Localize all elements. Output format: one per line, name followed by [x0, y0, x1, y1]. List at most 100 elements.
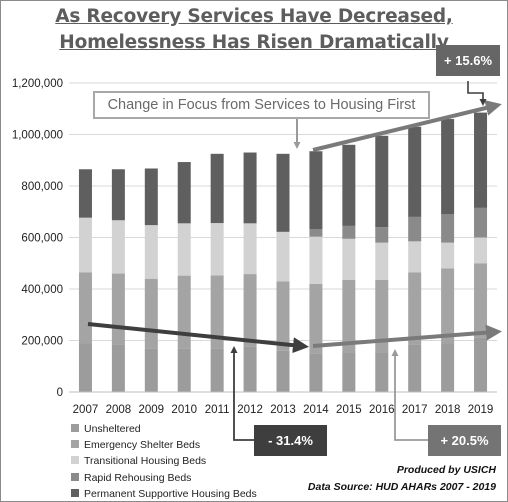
bar-segment: [408, 216, 422, 242]
bar-segment: [375, 352, 389, 392]
legend-item: Permanent Supportive Housing Beds: [71, 486, 257, 502]
bar-segment: [375, 242, 389, 280]
x-tick-label: 2012: [237, 404, 263, 416]
bar-segment: [309, 236, 323, 284]
x-tick-label: 2007: [73, 404, 99, 416]
bar-segment: [111, 169, 125, 221]
legend-swatch: [71, 440, 79, 449]
legend: Unsheltered Emergency Shelter Beds Trans…: [71, 421, 257, 502]
focus-note-box: Change in Focus from Services to Housing…: [93, 91, 430, 119]
bar-segment: [408, 272, 422, 345]
y-tick-label: 200,000: [21, 336, 63, 348]
trend-arrow-lower: [312, 324, 502, 348]
legend-item: Rapid Rehousing Beds: [71, 470, 257, 486]
x-tick-label: 2008: [106, 404, 132, 416]
legend-label: Unsheltered: [84, 423, 141, 435]
x-tick-label: 2018: [435, 404, 461, 416]
x-tick-label: 2016: [369, 404, 395, 416]
x-tick-label: 2013: [270, 404, 296, 416]
bar-segment: [111, 273, 125, 345]
bar-segment: [210, 223, 224, 276]
bar-segment: [309, 283, 323, 354]
legend-item: Unsheltered: [71, 421, 257, 437]
credit-source: Data Source: HUD AHARs 2007 - 2019: [307, 481, 496, 493]
trend-arrow-upper: [312, 100, 502, 152]
leader-mid: [230, 346, 255, 441]
bar-segment: [408, 126, 422, 217]
bar-segment: [375, 135, 389, 228]
bar-segment: [441, 119, 455, 215]
bar-segment: [177, 275, 191, 349]
bar-segment: [309, 229, 323, 237]
bar-segment: [474, 263, 488, 338]
bar-segment: [309, 353, 323, 392]
legend-swatch: [71, 472, 79, 481]
bar-segment: [144, 348, 158, 392]
x-tick-label: 2014: [303, 404, 329, 416]
legend-label: Transitional Housing Beds: [84, 455, 207, 468]
x-tick-label: 2010: [171, 404, 197, 416]
chart-title-line1: As Recovery Services Have Decreased,: [55, 6, 453, 27]
credit-produced: Produced by USICH: [396, 464, 496, 476]
legend-item: Transitional Housing Beds: [71, 453, 257, 469]
x-tick-label: 2015: [336, 404, 362, 416]
bar-segment: [78, 217, 92, 273]
trend-arrow-decline: [87, 322, 309, 354]
x-tick-label: 2011: [205, 404, 230, 416]
legend-item: Emergency Shelter Beds: [71, 437, 257, 453]
bar-segment: [144, 278, 158, 349]
bar-segment: [342, 144, 356, 226]
bar-segment: [408, 241, 422, 273]
bar-segment: [441, 214, 455, 243]
bar-segment: [243, 223, 257, 275]
bar-segment: [441, 242, 455, 269]
bar-segment: [342, 279, 356, 353]
bar-segment: [78, 272, 92, 344]
bar-segment: [342, 225, 356, 239]
legend-swatch: [71, 424, 79, 432]
bar-segment: [177, 348, 191, 392]
y-tick-label: 800,000: [21, 181, 63, 193]
y-tick-label: 400,000: [21, 284, 63, 296]
bar-segment: [276, 231, 290, 282]
bar-segment: [144, 168, 158, 226]
bar-segment: [210, 275, 224, 349]
bar-segment: [276, 153, 290, 232]
bar-segment: [210, 348, 224, 392]
bar-segment: [441, 268, 455, 344]
y-tick-label: 0: [57, 387, 63, 399]
bar-segment: [342, 238, 356, 280]
legend-label: Permanent Supportive Housing Beds: [84, 487, 257, 500]
callout-top: + 15.6%: [436, 45, 500, 76]
bar-segment: [375, 227, 389, 243]
bar-segment: [177, 162, 191, 224]
bar-segment: [441, 343, 455, 392]
bar-segment: [111, 344, 125, 392]
leader-bottom: [391, 349, 428, 441]
bar-segment: [276, 281, 290, 351]
bar-segment: [78, 343, 92, 392]
x-tick-label: 2019: [468, 404, 494, 416]
x-tick-label: 2017: [402, 404, 428, 416]
y-tick-label: 1,000,000: [12, 130, 63, 142]
bar-segment: [474, 237, 488, 264]
bar-segment: [243, 346, 257, 392]
legend-swatch: [71, 488, 79, 497]
bar-segment: [474, 337, 488, 392]
bar-segment: [375, 279, 389, 353]
legend-swatch: [71, 456, 79, 465]
bar-segment: [243, 274, 257, 347]
bar-segment: [144, 225, 158, 279]
y-tick-label: 600,000: [21, 233, 63, 245]
leader-top: [467, 81, 487, 106]
bar-segment: [111, 220, 125, 274]
legend-label: Emergency Shelter Beds: [84, 439, 201, 452]
bar-segment: [276, 350, 290, 392]
bar-segment: [408, 344, 422, 392]
bar-segment: [177, 223, 191, 276]
callout-bottom: + 20.5%: [428, 425, 501, 456]
chart-title-line2: Homelessness Has Risen Dramatically: [59, 32, 449, 53]
bar-segment: [210, 153, 224, 224]
bar-segment: [342, 352, 356, 392]
